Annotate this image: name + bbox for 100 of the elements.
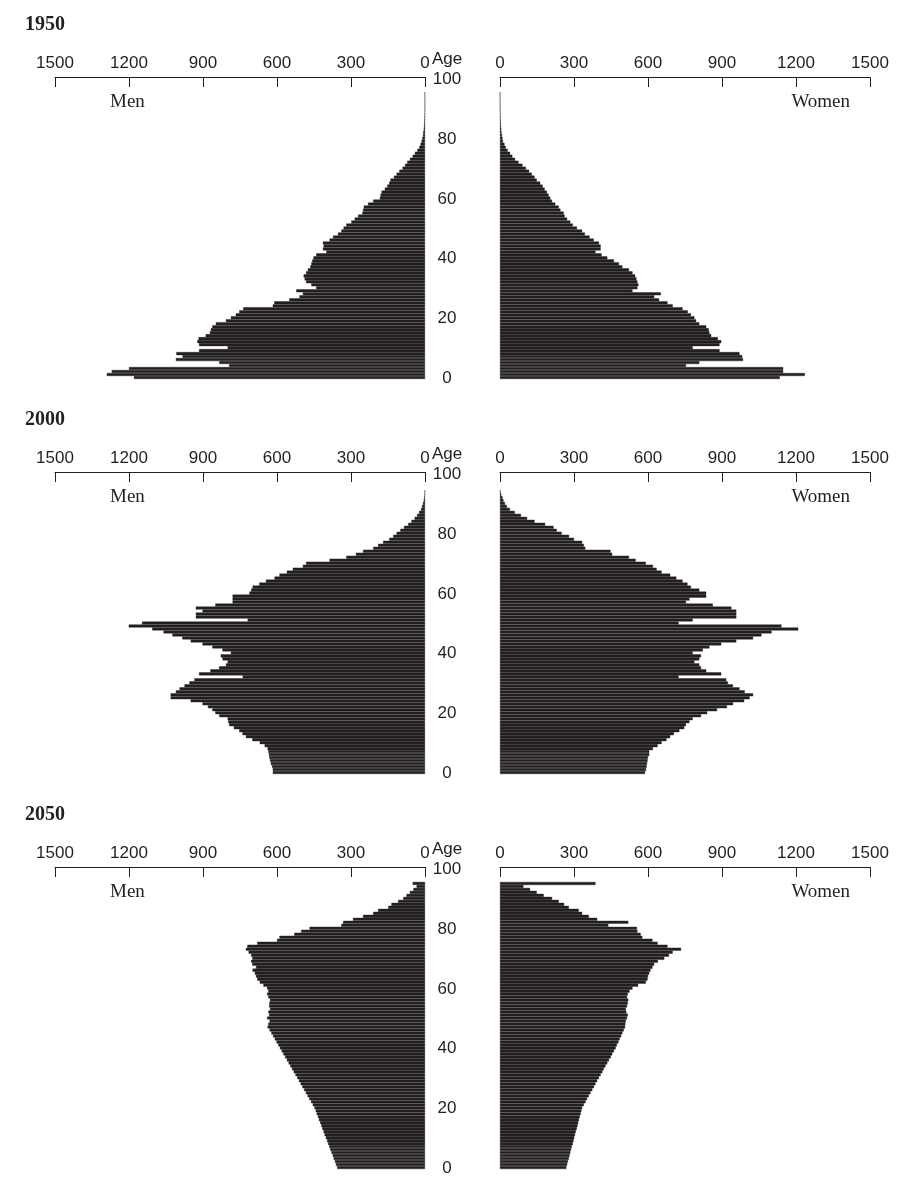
bar: [500, 1058, 610, 1062]
x-tick-label: 0: [495, 843, 505, 862]
y-tick-label: 100: [432, 858, 462, 878]
bar: [245, 947, 425, 951]
bar: [500, 172, 532, 176]
bar: [363, 208, 425, 212]
x-tick-label: 1500: [36, 448, 74, 467]
bar: [222, 657, 425, 661]
bar: [243, 307, 425, 311]
x-tick-label: 0: [420, 843, 430, 862]
bar: [500, 211, 564, 215]
bar: [500, 744, 658, 748]
bar: [219, 714, 425, 718]
bar: [500, 1094, 589, 1098]
bar: [500, 316, 695, 320]
bar: [500, 1004, 628, 1008]
bar: [500, 187, 545, 191]
bar: [332, 235, 425, 239]
bar: [393, 534, 425, 538]
bar: [343, 920, 425, 924]
bar: [279, 935, 425, 939]
bar: [256, 965, 425, 969]
bar: [106, 373, 425, 377]
bar: [307, 1094, 425, 1098]
bar: [500, 1109, 582, 1113]
x-tick-label: 900: [707, 448, 737, 467]
bar: [311, 262, 425, 266]
bar: [247, 944, 425, 948]
bar: [500, 1001, 628, 1005]
bar: [500, 762, 648, 766]
bar: [500, 241, 599, 245]
x-tick-label: 300: [559, 448, 589, 467]
bar: [500, 920, 629, 924]
bar: [500, 1154, 570, 1158]
bar: [500, 280, 638, 284]
bar: [500, 169, 530, 173]
y-tick-label: 40: [437, 248, 457, 268]
bar: [396, 172, 425, 176]
bar: [215, 322, 425, 326]
bar: [500, 881, 596, 885]
bar: [500, 1142, 573, 1146]
bar: [195, 615, 425, 619]
bar: [500, 1106, 583, 1110]
annotation: Men: [110, 484, 146, 506]
bar: [268, 1022, 425, 1026]
bar: [500, 193, 549, 197]
bar: [500, 1052, 613, 1056]
bar: [176, 352, 425, 356]
bar: [314, 1106, 425, 1110]
bar: [500, 1097, 588, 1101]
x-tick-label: 1200: [777, 448, 815, 467]
bar: [500, 1040, 619, 1044]
bar: [300, 1082, 425, 1086]
bar: [312, 1103, 425, 1107]
x-tick-label: 1200: [777, 843, 815, 862]
bar: [408, 522, 425, 526]
bar: [232, 594, 425, 598]
bar: [500, 157, 516, 161]
bar: [500, 992, 628, 996]
y-axis-title: Age: [431, 48, 463, 68]
bar: [302, 1085, 425, 1089]
bar: [500, 205, 559, 209]
bar: [322, 241, 425, 245]
bar: [500, 274, 636, 278]
bar: [313, 256, 425, 260]
bar: [500, 196, 551, 200]
bar: [500, 971, 650, 975]
bar: [500, 373, 805, 377]
bar: [421, 507, 425, 511]
bar: [337, 232, 425, 236]
bar: [500, 1139, 574, 1143]
bar: [311, 1100, 425, 1104]
x-tick-label: 1500: [851, 448, 889, 467]
bar: [324, 1133, 425, 1137]
bar: [268, 989, 425, 993]
bar: [500, 244, 601, 248]
x-tick-label: 0: [495, 448, 505, 467]
x-tick-label: 1500: [36, 843, 74, 862]
bar: [399, 169, 425, 173]
bar: [500, 591, 707, 595]
bar: [500, 199, 553, 203]
bar: [413, 887, 425, 891]
bar: [254, 971, 425, 975]
bar: [335, 1163, 425, 1167]
bar: [175, 358, 425, 362]
x-tick-label: 600: [633, 448, 663, 467]
bar: [276, 1040, 425, 1044]
bar: [295, 1073, 425, 1077]
bar: [309, 1097, 425, 1101]
bar: [500, 1100, 586, 1104]
bar: [500, 139, 503, 143]
bar: [285, 1055, 425, 1059]
bar: [269, 1001, 425, 1005]
bar: [400, 528, 425, 532]
bar: [296, 289, 425, 293]
bar: [304, 1088, 425, 1092]
y-tick-label: 60: [437, 583, 457, 603]
bar: [500, 534, 570, 538]
bar: [341, 229, 425, 233]
y-tick-label: 0: [442, 763, 452, 783]
